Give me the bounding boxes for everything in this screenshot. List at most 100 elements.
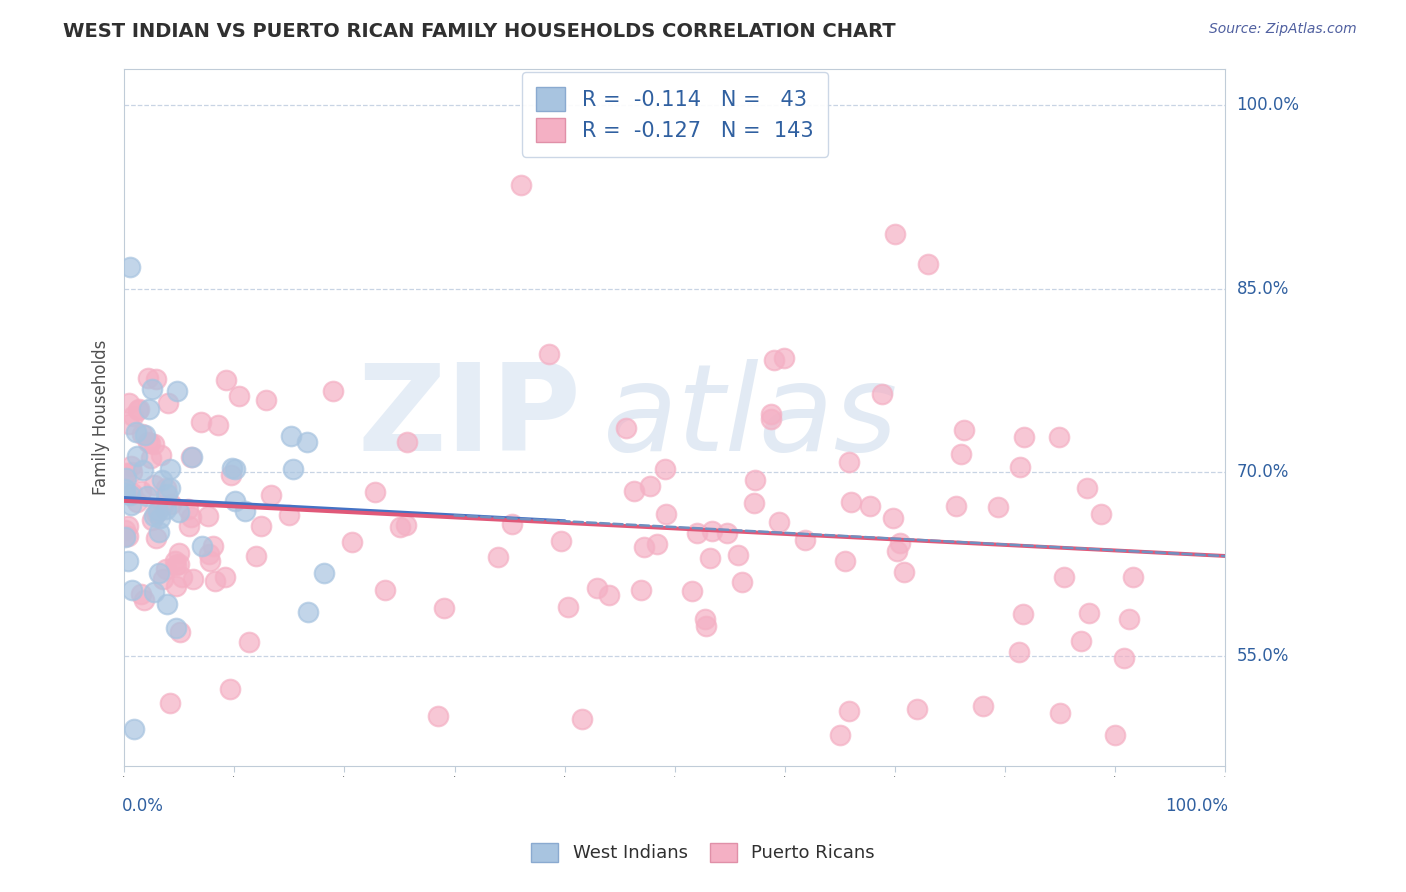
West Indians [132, 462, 155, 476]
West Indians [167, 505, 190, 519]
Puerto Ricans [145, 371, 167, 385]
Puerto Ricans [838, 704, 860, 718]
Puerto Ricans [139, 436, 162, 450]
Puerto Ricans [945, 500, 967, 514]
Puerto Ricans [557, 599, 579, 614]
Puerto Ricans [731, 574, 754, 589]
Legend: R =  -0.114   N =   43, R =  -0.127   N =  143: R = -0.114 N = 43, R = -0.127 N = 143 [522, 72, 828, 157]
Puerto Ricans [181, 572, 204, 586]
Puerto Ricans [165, 558, 187, 572]
Puerto Ricans [374, 582, 396, 597]
Puerto Ricans [882, 511, 904, 525]
West Indians [143, 585, 166, 599]
Puerto Ricans [342, 535, 364, 549]
Puerto Ricans [277, 508, 299, 522]
West Indians [135, 489, 157, 503]
Puerto Ricans [886, 544, 908, 558]
Puerto Ricans [152, 498, 174, 512]
Puerto Ricans [114, 523, 136, 537]
Puerto Ricans [1114, 651, 1136, 665]
Puerto Ricans [773, 351, 796, 365]
Puerto Ricans [131, 427, 153, 442]
Puerto Ricans [645, 537, 668, 551]
Puerto Ricans [859, 499, 882, 513]
Puerto Ricans [180, 510, 202, 524]
Puerto Ricans [136, 435, 159, 450]
Puerto Ricans [638, 479, 661, 493]
Puerto Ricans [114, 529, 136, 543]
Puerto Ricans [120, 459, 142, 474]
Puerto Ricans [117, 519, 139, 533]
Puerto Ricans [870, 386, 893, 401]
Puerto Ricans [1122, 570, 1144, 584]
West Indians [224, 462, 246, 476]
West Indians [148, 503, 170, 517]
Puerto Ricans [953, 423, 976, 437]
Puerto Ricans [118, 417, 141, 431]
West Indians [115, 471, 138, 485]
Puerto Ricans [1078, 606, 1101, 620]
West Indians [148, 525, 170, 540]
Puerto Ricans [152, 572, 174, 586]
Puerto Ricans [623, 484, 645, 499]
Puerto Ricans [763, 353, 786, 368]
Puerto Ricans [917, 257, 939, 271]
West Indians [138, 401, 160, 416]
West Indians [120, 498, 142, 512]
Puerto Ricans [121, 465, 143, 479]
West Indians [297, 606, 319, 620]
Puerto Ricans [177, 502, 200, 516]
Puerto Ricans [156, 396, 179, 410]
Puerto Ricans [388, 520, 411, 534]
Puerto Ricans [884, 227, 907, 241]
Puerto Ricans [121, 409, 143, 424]
West Indians [221, 461, 243, 475]
West Indians [156, 597, 179, 611]
Puerto Ricans [426, 708, 449, 723]
West Indians [283, 462, 305, 476]
Puerto Ricans [838, 455, 860, 469]
Puerto Ricans [163, 553, 186, 567]
West Indians [148, 510, 170, 524]
Puerto Ricans [228, 389, 250, 403]
Puerto Ricans [117, 529, 139, 543]
Puerto Ricans [742, 495, 765, 509]
West Indians [190, 539, 212, 553]
Puerto Ricans [177, 518, 200, 533]
Puerto Ricans [169, 557, 191, 571]
Puerto Ricans [571, 712, 593, 726]
Puerto Ricans [165, 579, 187, 593]
West Indians [159, 462, 181, 476]
Puerto Ricans [207, 417, 229, 432]
Puerto Ricans [214, 570, 236, 584]
Puerto Ricans [202, 540, 225, 554]
Puerto Ricans [150, 448, 173, 462]
Puerto Ricans [142, 478, 165, 492]
Puerto Ricans [219, 468, 242, 483]
Text: 100.0%: 100.0% [1164, 797, 1227, 815]
Puerto Ricans [501, 517, 523, 532]
Puerto Ricans [139, 450, 162, 465]
Puerto Ricans [190, 415, 212, 429]
Puerto Ricans [949, 447, 972, 461]
Puerto Ricans [322, 384, 344, 399]
Puerto Ricans [145, 506, 167, 520]
Puerto Ricans [155, 562, 177, 576]
Puerto Ricans [395, 517, 418, 532]
Puerto Ricans [260, 488, 283, 502]
Puerto Ricans [828, 728, 851, 742]
West Indians [143, 509, 166, 524]
West Indians [181, 450, 204, 464]
Puerto Ricans [1070, 634, 1092, 648]
Puerto Ricans [1104, 728, 1126, 742]
Puerto Ricans [129, 484, 152, 499]
West Indians [280, 429, 302, 443]
Puerto Ricans [197, 508, 219, 523]
West Indians [150, 473, 173, 487]
Puerto Ricans [889, 535, 911, 549]
Puerto Ricans [614, 420, 637, 434]
Puerto Ricans [129, 587, 152, 601]
Puerto Ricans [744, 473, 766, 487]
Puerto Ricans [159, 497, 181, 511]
Puerto Ricans [396, 435, 419, 450]
